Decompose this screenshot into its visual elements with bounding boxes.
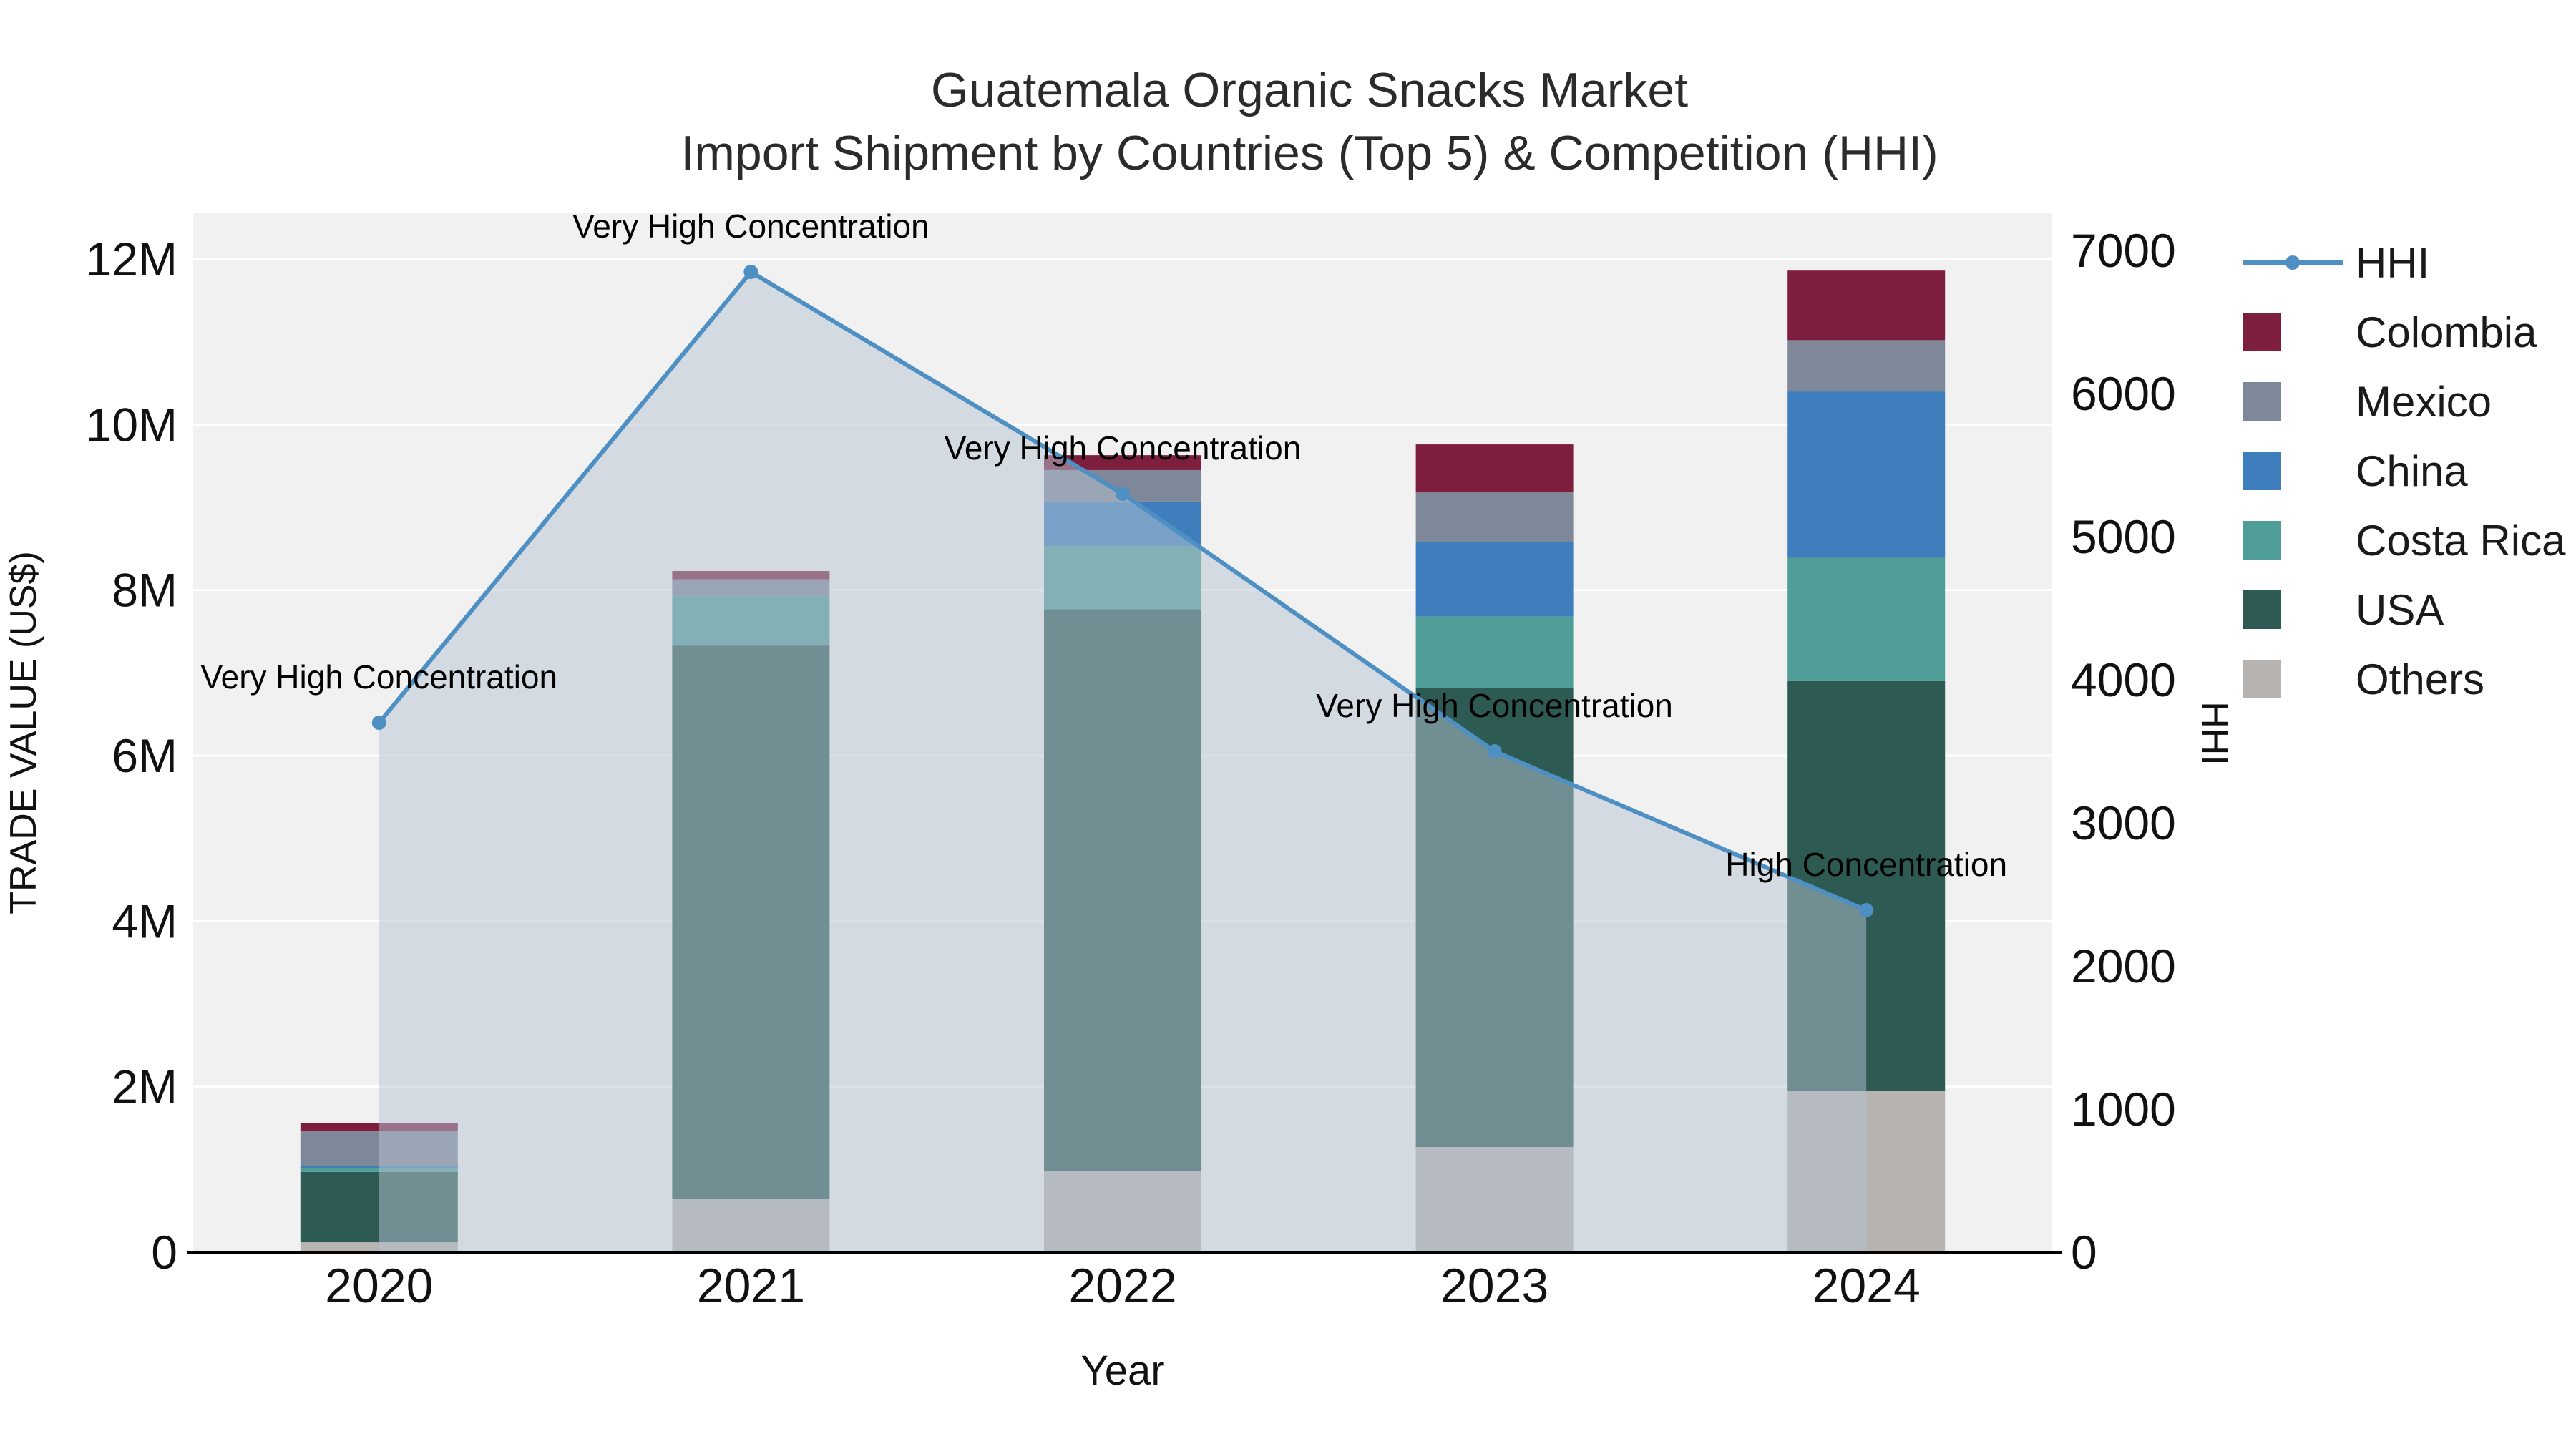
hhi-area-fill [379, 272, 1867, 1252]
legend-swatch-icon [2243, 313, 2343, 351]
x-tick-2024: 2024 [1813, 1259, 1921, 1313]
y-right-tick-4000: 4000 [2071, 653, 2176, 706]
x-tick-2022: 2022 [1068, 1259, 1176, 1313]
hhi-marker-2021[interactable] [743, 265, 758, 279]
hhi-marker-2023[interactable] [1487, 744, 1502, 758]
legend-label: Costa Rica [2356, 516, 2566, 565]
y-right-tick-3000: 3000 [2071, 796, 2176, 849]
legend-square-icon [2243, 521, 2281, 560]
legend: HHI Colombia Mexico China Costa Rica USA Other… [2243, 239, 2565, 729]
legend-square-icon [2243, 382, 2281, 421]
legend-item-colombia[interactable]: Colombia [2243, 308, 2565, 356]
x-tick-2020: 2020 [325, 1259, 433, 1313]
annotation-2021: Very High Concentration [572, 208, 930, 245]
y-left-axis-title: TRADE VALUE (US$) [3, 551, 44, 914]
legend-item-usa[interactable]: USA [2243, 586, 2565, 634]
legend-item-mexico[interactable]: Mexico [2243, 378, 2565, 426]
legend-square-icon [2243, 313, 2281, 351]
y-right-axis-title: HHI [2194, 701, 2235, 766]
legend-swatch-icon [2243, 521, 2343, 560]
bar-segment-china-2024[interactable] [1787, 391, 1946, 558]
legend-dot-icon [2285, 255, 2300, 270]
legend-item-costa-rica[interactable]: Costa Rica [2243, 517, 2565, 565]
y-right-tick-6000: 6000 [2071, 367, 2176, 420]
legend-label: HHI [2356, 238, 2430, 287]
hhi-marker-2020[interactable] [371, 716, 386, 730]
y-right-tick-5000: 5000 [2071, 510, 2176, 563]
legend-square-icon [2243, 452, 2281, 490]
y-right-tick-7000: 7000 [2071, 224, 2176, 277]
legend-item-others[interactable]: Others [2243, 655, 2565, 703]
chart-title-line2: Import Shipment by Countries (Top 5) & C… [680, 126, 1938, 180]
legend-square-icon [2243, 590, 2281, 629]
y-right-tick-2000: 2000 [2071, 940, 2176, 992]
annotation-2020: Very High Concentration [200, 658, 557, 696]
legend-square-icon [2243, 660, 2281, 698]
bar-segment-colombia-2022[interactable] [1044, 455, 1201, 470]
x-tick-2021: 2021 [697, 1259, 805, 1313]
bar-segment-china-2023[interactable] [1415, 542, 1574, 617]
legend-swatch-icon [2243, 452, 2343, 490]
legend-swatch-icon [2243, 590, 2343, 629]
legend-swatch-icon [2243, 660, 2343, 698]
hhi-marker-2024[interactable] [1859, 903, 1874, 917]
bar-segment-costa-rica-2024[interactable] [1787, 557, 1946, 681]
legend-label: Mexico [2356, 377, 2492, 426]
legend-line-sample-icon [2243, 243, 2343, 282]
x-axis-title: Year [1080, 1347, 1164, 1394]
bar-segment-colombia-2024[interactable] [1787, 270, 1946, 341]
y-left-tick-6M: 6M [112, 729, 177, 782]
bar-segment-mexico-2023[interactable] [1415, 492, 1574, 542]
y-right-tick-1000: 1000 [2071, 1083, 2176, 1136]
y-left-tick-2M: 2M [112, 1060, 177, 1113]
y-left-tick-4M: 4M [112, 894, 177, 947]
bar-segment-costa-rica-2023[interactable] [1415, 616, 1574, 688]
chart-title-line1: Guatemala Organic Snacks Market [930, 63, 1689, 117]
y-left-tick-12M: 12M [86, 233, 177, 286]
chart-title: Guatemala Organic Snacks Market Import S… [21, 59, 2576, 185]
x-tick-2023: 2023 [1440, 1259, 1548, 1313]
y-left-tick-8M: 8M [112, 564, 177, 617]
legend-swatch-icon [2243, 382, 2343, 421]
annotation-2022: Very High Concentration [945, 429, 1302, 467]
hhi-marker-2022[interactable] [1116, 487, 1130, 501]
legend-label: USA [2356, 585, 2444, 634]
legend-label: China [2356, 447, 2468, 495]
legend-item-china[interactable]: China [2243, 447, 2565, 495]
bar-segment-mexico-2024[interactable] [1787, 340, 1946, 392]
y-left-tick-0: 0 [151, 1226, 177, 1279]
legend-label: Others [2356, 655, 2485, 703]
legend-label: Colombia [2356, 308, 2537, 356]
y-right-tick-0: 0 [2071, 1226, 2097, 1279]
y-left-tick-10M: 10M [86, 398, 177, 451]
bar-segment-colombia-2023[interactable] [1415, 444, 1574, 493]
annotation-2024: High Concentration [1725, 846, 2007, 883]
legend-item-hhi[interactable]: HHI [2243, 239, 2565, 287]
annotation-2023: Very High Concentration [1316, 687, 1673, 724]
